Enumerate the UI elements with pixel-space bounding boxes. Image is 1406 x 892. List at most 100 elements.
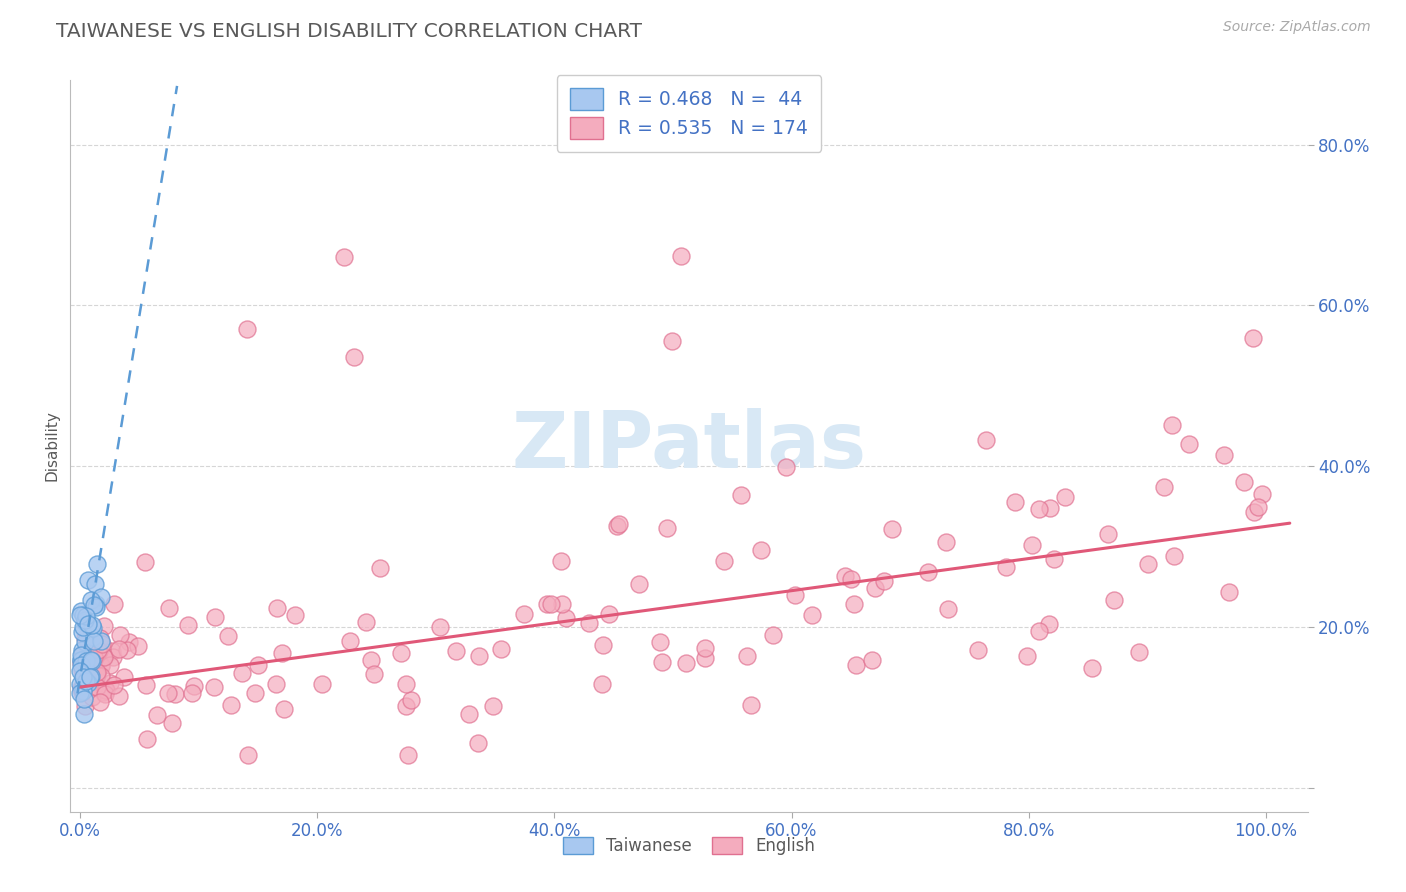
Point: [75, 673, 97, 688]
Point: [73, 634, 96, 648]
Point: [368, 560, 391, 574]
Point: [693, 641, 716, 656]
Point: [90, 659, 112, 673]
Point: [86, 557, 108, 571]
Point: [87, 643, 110, 657]
Point: [606, 518, 628, 533]
Point: [1039, 500, 1062, 515]
Point: [76, 668, 98, 682]
Point: [489, 642, 512, 657]
Point: [231, 666, 253, 681]
Point: [730, 488, 752, 502]
Point: [73, 613, 96, 627]
Point: [204, 610, 226, 624]
Point: [73, 671, 96, 685]
Point: [112, 670, 135, 684]
Point: [157, 601, 180, 615]
Point: [1241, 331, 1264, 345]
Point: [134, 555, 156, 569]
Point: [89, 631, 111, 645]
Point: [266, 601, 288, 615]
Point: [177, 618, 200, 632]
Point: [80, 593, 103, 607]
Point: [1243, 506, 1265, 520]
Point: [82, 621, 104, 635]
Point: [735, 649, 758, 664]
Point: [73, 699, 96, 714]
Point: [555, 611, 578, 625]
Point: [70, 684, 93, 698]
Point: [675, 657, 697, 671]
Point: [94, 682, 117, 697]
Point: [83, 599, 105, 613]
Point: [217, 629, 239, 643]
Point: [481, 698, 503, 713]
Point: [865, 581, 887, 595]
Point: [83, 650, 105, 665]
Point: [651, 655, 673, 669]
Point: [83, 576, 105, 591]
Point: [72, 683, 94, 698]
Point: [93, 618, 115, 632]
Point: [107, 690, 129, 704]
Point: [246, 658, 269, 673]
Point: [75, 654, 97, 668]
Point: [834, 568, 856, 582]
Point: [343, 350, 366, 364]
Point: [655, 521, 678, 535]
Point: [83, 641, 105, 656]
Point: [363, 667, 385, 681]
Point: [69, 664, 91, 678]
Point: [648, 635, 671, 649]
Point: [1097, 526, 1119, 541]
Point: [73, 691, 96, 706]
Point: [1213, 448, 1236, 462]
Point: [98, 675, 121, 690]
Point: [93, 650, 115, 665]
Point: [76, 617, 98, 632]
Point: [396, 748, 419, 763]
Point: [72, 679, 94, 693]
Point: [311, 677, 333, 691]
Point: [467, 736, 489, 750]
Point: [76, 632, 98, 646]
Point: [1081, 661, 1104, 675]
Point: [935, 534, 957, 549]
Point: [713, 554, 735, 568]
Point: [967, 643, 990, 657]
Point: [1104, 592, 1126, 607]
Point: [101, 644, 124, 658]
Point: [354, 615, 377, 630]
Point: [578, 616, 600, 631]
Point: [536, 597, 558, 611]
Point: [70, 681, 93, 695]
Point: [238, 748, 260, 763]
Point: [219, 698, 242, 712]
Point: [86, 665, 108, 680]
Point: [70, 663, 93, 677]
Point: [598, 607, 620, 621]
Text: Source: ZipAtlas.com: Source: ZipAtlas.com: [1223, 20, 1371, 34]
Point: [974, 433, 997, 447]
Point: [86, 599, 108, 614]
Point: [77, 673, 100, 688]
Point: [73, 707, 96, 722]
Point: [83, 660, 105, 674]
Point: [70, 656, 93, 670]
Point: [339, 633, 361, 648]
Point: [1028, 624, 1050, 638]
Point: [86, 654, 108, 668]
Point: [882, 522, 904, 536]
Point: [94, 686, 117, 700]
Point: [80, 669, 103, 683]
Point: [75, 608, 97, 623]
Point: [69, 657, 91, 672]
Point: [271, 646, 294, 660]
Point: [69, 653, 91, 667]
Point: [76, 573, 98, 587]
Point: [127, 639, 149, 653]
Point: [1233, 475, 1256, 489]
Point: [1218, 585, 1240, 599]
Point: [1247, 500, 1270, 515]
Point: [72, 682, 94, 697]
